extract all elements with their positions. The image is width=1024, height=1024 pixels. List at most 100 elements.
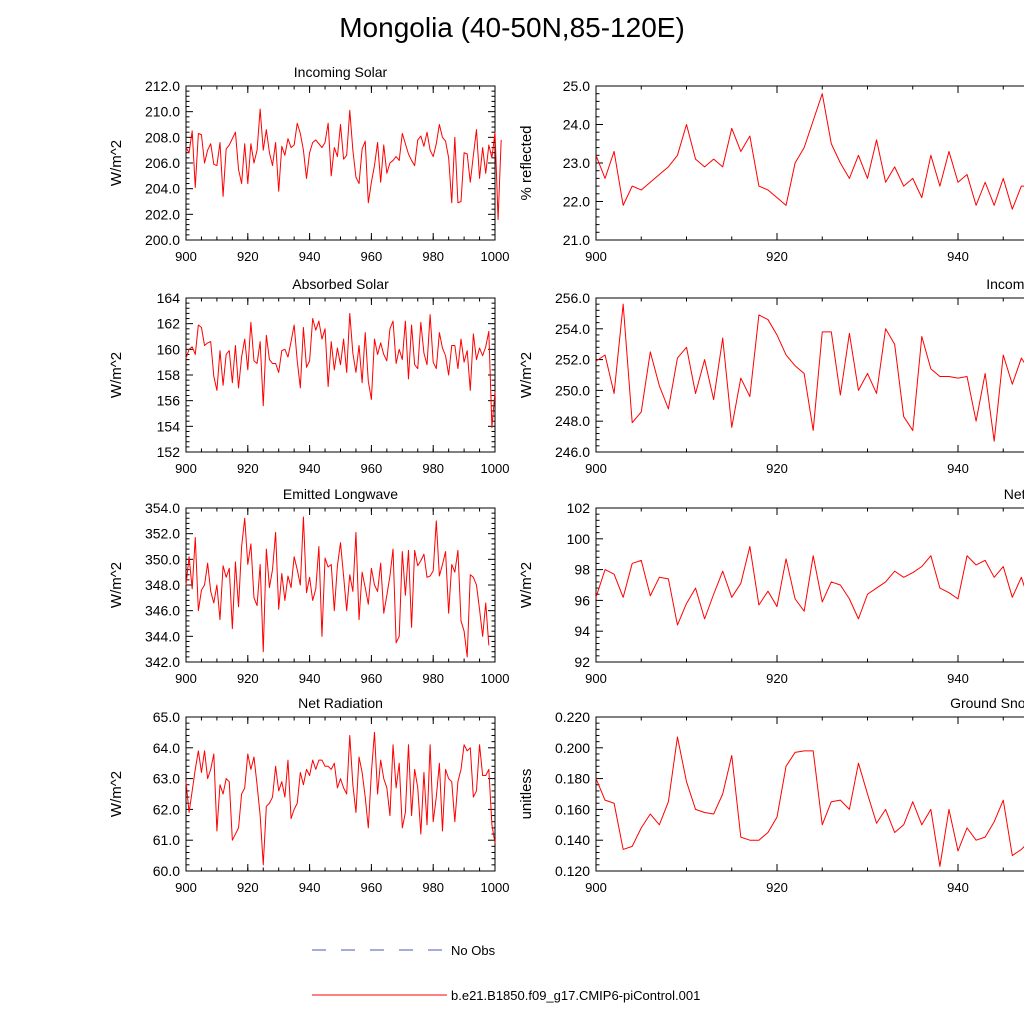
legend-model-label: b.e21.B1850.f09_g17.CMIP6-piControl.001 <box>451 988 700 1003</box>
y-tick-label: 250.0 <box>555 382 590 398</box>
plot-frame <box>595 85 1024 241</box>
y-tick-label: 162 <box>157 316 181 332</box>
y-tick-label: 64.0 <box>153 740 180 756</box>
y-tick-label: 344.0 <box>145 628 180 644</box>
x-tick-label: 940 <box>299 880 321 895</box>
y-axis-label: W/m^2 <box>518 352 535 398</box>
x-tick-label: 940 <box>947 249 969 264</box>
y-tick-label: 60.0 <box>153 863 180 879</box>
x-tick-label: 900 <box>585 249 607 264</box>
y-tick-label: 354.0 <box>145 500 180 516</box>
y-tick-label: 248.0 <box>555 413 590 429</box>
y-tick-label: 0.200 <box>555 740 590 756</box>
y-tick-label: 92 <box>574 654 590 670</box>
y-tick-label: 25.0 <box>563 78 590 94</box>
y-tick-label: 65.0 <box>153 709 180 725</box>
x-tick-label: 960 <box>361 671 383 686</box>
x-tick-label: 980 <box>422 249 444 264</box>
y-tick-label: 208.0 <box>145 129 180 145</box>
chart-panel: Albedo% reflected900920940960980100021.0… <box>518 78 1024 264</box>
x-tick-label: 900 <box>585 880 607 895</box>
series-line <box>595 546 1024 626</box>
x-tick-label: 900 <box>175 671 197 686</box>
x-tick-label: 920 <box>237 461 259 476</box>
series-line <box>595 736 1024 867</box>
y-tick-label: 23.0 <box>563 155 590 171</box>
x-tick-label: 980 <box>422 671 444 686</box>
y-tick-label: 61.0 <box>153 832 180 848</box>
chart-title: Emitted Longwave <box>283 486 398 502</box>
y-axis-label: unitless <box>518 769 535 820</box>
series-line <box>185 731 496 866</box>
y-axis-label: W/m^2 <box>108 562 125 608</box>
y-tick-label: 256.0 <box>555 290 590 306</box>
chart-panel: Emitted Longwave W/m^2 900 920 940 960 980 1000… <box>108 486 509 686</box>
y-tick-label: 24.0 <box>563 117 590 133</box>
x-tick-label: 1000 <box>481 461 510 476</box>
x-tick-label: 940 <box>947 461 969 476</box>
x-tick-label: 920 <box>766 461 788 476</box>
x-tick-label: 900 <box>175 880 197 895</box>
chart-panels: Incoming Solar W/m^2 900 920 940 960 980 1000 20… <box>108 64 1024 895</box>
x-tick-label: 920 <box>237 249 259 264</box>
plot-frame <box>185 716 496 872</box>
y-tick-label: 94 <box>574 623 590 639</box>
y-tick-label: 352.0 <box>145 526 180 542</box>
y-tick-label: 202.0 <box>145 206 180 222</box>
series-line <box>185 516 490 658</box>
page-title: Mongolia (40-50N,85-120E) <box>339 12 685 43</box>
y-tick-label: 152 <box>157 444 181 460</box>
y-axis-label: W/m^2 <box>108 140 125 186</box>
x-tick-label: 960 <box>361 461 383 476</box>
chart-panel: Ground Snow Covered Fraction unitless 900 9… <box>518 695 1024 895</box>
y-tick-label: 0.120 <box>555 863 590 879</box>
y-tick-label: 63.0 <box>153 771 180 787</box>
x-tick-label: 920 <box>766 880 788 895</box>
x-tick-label: 920 <box>237 880 259 895</box>
y-tick-label: 160 <box>157 341 181 357</box>
x-tick-label: 940 <box>299 671 321 686</box>
x-tick-label: 980 <box>422 880 444 895</box>
plot-frame <box>595 297 1024 453</box>
y-axis-label: W/m^2 <box>108 771 125 817</box>
chart-panel: Net Radiation W/m^2 900 920 940 960 980 1000 60.… <box>108 695 509 895</box>
x-tick-label: 920 <box>766 249 788 264</box>
y-tick-label: 156 <box>157 393 181 409</box>
chart-title: Net Radiation <box>298 695 383 711</box>
plot-frame <box>595 507 1024 663</box>
chart-title: Incoming Longwave <box>986 276 1024 292</box>
x-tick-label: 980 <box>422 461 444 476</box>
y-tick-label: 98 <box>574 562 590 578</box>
y-tick-label: 102 <box>567 500 591 516</box>
y-tick-label: 342.0 <box>145 654 180 670</box>
y-tick-label: 206.0 <box>145 155 180 171</box>
y-tick-label: 246.0 <box>555 444 590 460</box>
chart-panel: Absorbed Solar W/m^2 900 920 940 960 980 1000 15… <box>108 276 509 476</box>
series-line <box>595 93 1024 210</box>
chart-panel: Incoming LongwaveW/m^2900920940960980100… <box>518 276 1024 476</box>
y-tick-label: 164 <box>157 290 181 306</box>
y-axis-label: W/m^2 <box>518 562 535 608</box>
y-tick-label: 0.140 <box>555 832 590 848</box>
y-tick-label: 210.0 <box>145 104 180 120</box>
y-tick-label: 348.0 <box>145 577 180 593</box>
y-tick-label: 212.0 <box>145 78 180 94</box>
y-axis-label: % reflected <box>518 125 535 200</box>
y-tick-label: 204.0 <box>145 181 180 197</box>
chart-title: Incoming Solar <box>294 64 388 80</box>
y-tick-label: 154 <box>157 418 181 434</box>
x-tick-label: 1000 <box>481 249 510 264</box>
y-tick-label: 96 <box>574 592 590 608</box>
x-tick-label: 1000 <box>481 671 510 686</box>
y-tick-label: 346.0 <box>145 603 180 619</box>
y-tick-label: 22.0 <box>563 194 590 210</box>
x-tick-label: 960 <box>361 249 383 264</box>
x-tick-label: 900 <box>585 671 607 686</box>
x-tick-label: 1000 <box>481 880 510 895</box>
y-tick-label: 158 <box>157 367 181 383</box>
legend: No Obs b.e21.B1850.f09_g17.CMIP6-piContr… <box>312 943 700 1003</box>
plot-frame <box>185 507 496 663</box>
legend-obs-label: No Obs <box>451 943 496 958</box>
x-tick-label: 900 <box>175 461 197 476</box>
series-line <box>185 108 502 220</box>
